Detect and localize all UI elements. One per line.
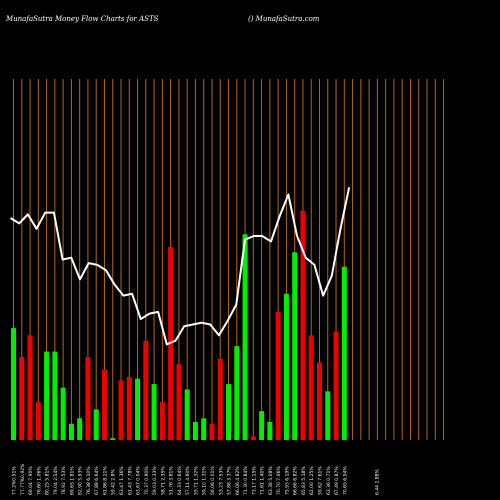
bar (234, 346, 240, 440)
money-flow-line (9, 187, 351, 346)
bar (126, 376, 132, 440)
x-axis-label: 61.86 8.11% (102, 466, 108, 495)
x-axis-label: 55.71 1.32% (193, 466, 199, 495)
x-axis-label: 62.00 1.25% (309, 466, 315, 495)
chart-title: MunafaSutra Money Flow Charts for ASTS (6, 15, 159, 23)
bar (176, 364, 182, 440)
bar (242, 234, 248, 440)
bar (44, 351, 50, 440)
x-axis-label: 53.23 7.53% (218, 466, 224, 495)
bar (60, 387, 66, 440)
x-axis-label: 51.76 3.81% (169, 466, 175, 495)
bar (292, 252, 298, 440)
money-flow-line-group (9, 187, 351, 346)
bar (308, 335, 314, 440)
bar (27, 335, 33, 440)
x-axis-label: 71.61 1.40% (260, 466, 266, 495)
bar (201, 418, 207, 440)
bar (110, 438, 116, 440)
bar (316, 362, 322, 440)
bar (300, 210, 306, 440)
bar (143, 340, 149, 440)
x-axis-label: 59.10 1.31% (202, 466, 208, 495)
bar (68, 423, 74, 440)
x-axis-label: 63.67 0.04% (136, 466, 142, 495)
x-axis-label: 59.03 0.33% (152, 466, 158, 495)
bar (217, 358, 223, 440)
x-axis-label: 57.86 3.37% (227, 466, 233, 495)
x-axis-label: 59.42 2.8% (111, 469, 117, 495)
bar (159, 402, 165, 440)
bar (341, 266, 347, 440)
bar (52, 351, 58, 440)
x-axis-labels: 77.2%0.51% 77.77%0.92% 69.04 7.90% 76.60 1.… (12, 463, 381, 495)
x-axis-label: 69.04 7.90% (28, 466, 34, 495)
chart-credit: () MunafaSutra.com (248, 15, 320, 23)
x-axis-label: 77.77%0.92% (20, 463, 26, 495)
x-axis-label: 78.92 7.53% (61, 466, 67, 495)
x-axis-label: 63.38 5.08% (268, 466, 274, 495)
bar (85, 356, 91, 440)
x-axis-label: 70.37 0.90% (144, 466, 150, 495)
x-axis-label: 64.33 0.64% (177, 466, 183, 495)
x-axis-label: 79.04 2.14% (53, 466, 59, 495)
bar (93, 409, 99, 440)
bar (275, 311, 281, 440)
x-axis-label: 59.62 7.61% (317, 466, 323, 495)
x-axis-label: 71.30 0.84% (243, 466, 249, 495)
bar (135, 378, 141, 440)
bar (325, 391, 331, 440)
bar (333, 331, 339, 440)
x-axis-label: 66.06 4.82% (235, 466, 241, 495)
x-axis-label: 82.90 5.93% (78, 466, 84, 495)
x-axis-label: 70.65 6.54% (342, 466, 348, 495)
x-axis-label: 65.83 5.18% (301, 466, 307, 495)
x-axis-label: 6.44 1.88% (374, 469, 380, 495)
x-axis-label: 73.17 1.15% (251, 466, 257, 495)
bar (250, 436, 256, 440)
x-axis-label: 76.60 1.06% (36, 466, 42, 495)
bar (192, 421, 198, 440)
x-axis-label: 66.66 6.82% (293, 466, 299, 495)
bar (19, 356, 25, 440)
x-axis-label: 69.65 1.81% (69, 466, 75, 495)
bar (118, 380, 124, 440)
x-axis-label: 56.06 0.01% (210, 466, 216, 495)
bar (35, 402, 41, 440)
x-axis-label: 67.49 0.87% (334, 466, 340, 495)
x-axis-label: 63.47 1.36% (119, 466, 125, 495)
x-axis-label: 77.2%0.51% (12, 466, 18, 495)
bar (77, 418, 83, 440)
x-axis-label: 75.93 6.19% (284, 466, 290, 495)
x-axis-label: 80.25 5.81% (45, 466, 51, 495)
bar (11, 328, 16, 440)
x-axis-label: 63.36 0.71% (326, 466, 332, 495)
bar (267, 421, 273, 440)
x-axis-label: 57.11 4.60% (185, 466, 191, 495)
bar (151, 384, 157, 440)
x-axis-label: 58.71 2.35% (160, 466, 166, 495)
bar (259, 411, 265, 440)
bar (226, 384, 232, 440)
bar (283, 293, 289, 440)
bar (184, 389, 190, 440)
bar (209, 423, 215, 440)
x-axis-label: 70.70 7.06% (276, 466, 282, 495)
x-axis-label: 61.43 7.78% (127, 466, 133, 495)
x-axis-label: 67.88 6.64% (94, 466, 100, 495)
bar (101, 369, 107, 440)
x-axis-label: 76.38 6.10% (86, 466, 92, 495)
